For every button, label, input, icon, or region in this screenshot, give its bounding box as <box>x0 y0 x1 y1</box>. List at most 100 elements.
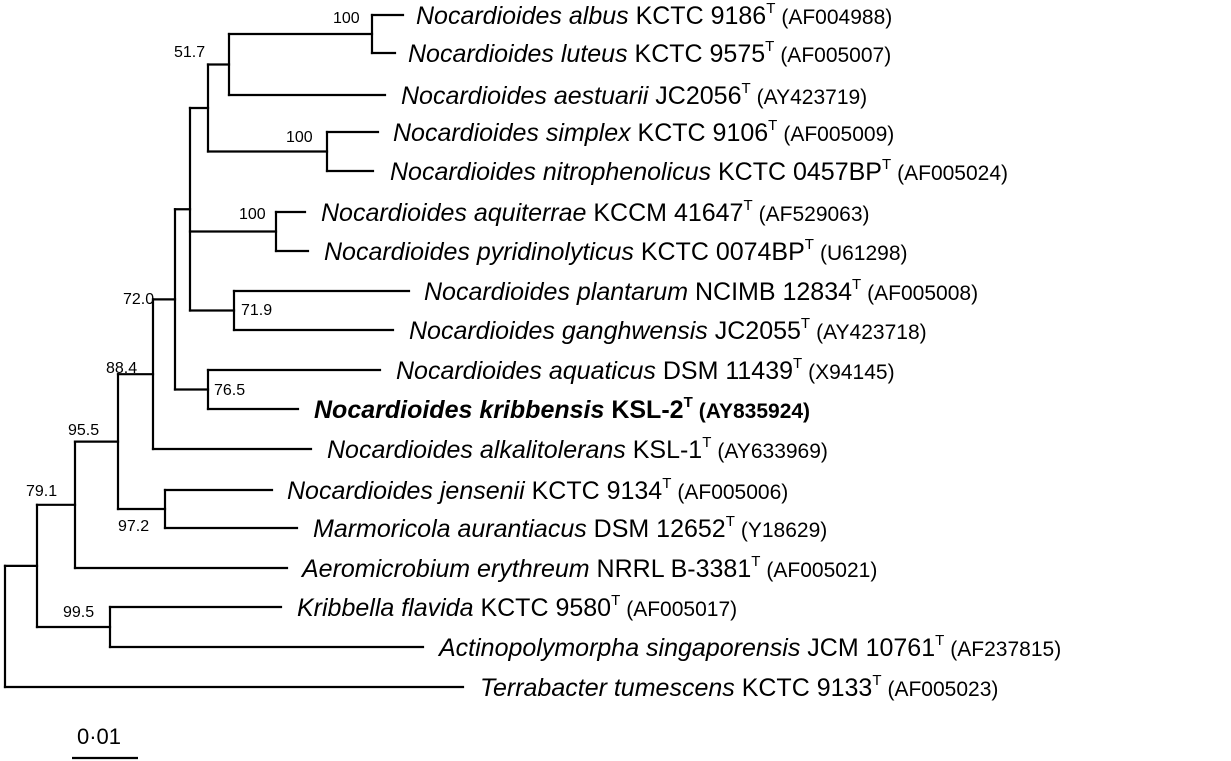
bootstrap-value: 100 <box>333 10 360 27</box>
strain-name: KCTC 9186 <box>629 2 767 30</box>
strain-name: KCTC 9133 <box>735 674 873 702</box>
bootstrap-value: 99.5 <box>63 604 94 621</box>
type-strain-mark: T <box>751 553 760 570</box>
species-name: Nocardioides aquaticus <box>396 357 656 385</box>
species-name: Terrabacter tumescens <box>480 674 735 702</box>
taxon-label: Terrabacter tumescens KCTC 9133T (AF00502… <box>480 672 998 702</box>
strain-name: KCTC 0457BP <box>711 158 882 186</box>
species-name: Marmoricola aurantiacus <box>313 515 587 543</box>
species-name: Nocardioides ganghwensis <box>409 317 708 345</box>
accession-number: (AF005023) <box>887 678 998 701</box>
taxon-label: Nocardioides aquiterrae KCCM 41647T (AF52… <box>321 197 870 227</box>
accession-number: (AF005008) <box>867 282 978 305</box>
species-name: Nocardioides plantarum <box>424 278 688 306</box>
bootstrap-value: 76.5 <box>214 382 245 399</box>
species-name: Nocardioides luteus <box>408 40 628 68</box>
strain-name: DSM 11439 <box>656 357 793 385</box>
accession-number: (AF004988) <box>781 6 892 29</box>
scale-bar-label: 0·01 <box>77 724 121 749</box>
taxon-label: Nocardioides jensenii KCTC 9134T (AF00500… <box>287 475 788 505</box>
species-name: Kribbella flavida <box>297 594 474 622</box>
strain-name: JCM 10761 <box>800 634 935 662</box>
bootstrap-value: 71.9 <box>241 302 272 319</box>
type-strain-mark: T <box>766 0 775 17</box>
taxon-label: Nocardioides plantarum NCIMB 12834T (AF00… <box>424 276 978 306</box>
taxon-label: Nocardioides luteus KCTC 9575T (AF005007) <box>408 38 891 68</box>
bootstrap-value: 100 <box>286 129 313 146</box>
strain-name: NRRL B-3381 <box>590 555 752 583</box>
species-name: Nocardioides aquiterrae <box>321 199 586 227</box>
species-name: Nocardioides aestuarii <box>401 82 650 110</box>
species-name: Nocardioides nitrophenolicus <box>390 158 711 186</box>
species-name: Nocardioides jensenii <box>287 477 526 505</box>
accession-number: (AF005021) <box>766 559 877 582</box>
type-strain-mark: T <box>702 434 711 451</box>
accession-number: (AY423719) <box>757 86 868 109</box>
type-strain-mark: T <box>765 38 774 55</box>
scale-bar: 0·01 <box>72 724 138 760</box>
strain-name: DSM 12652 <box>587 515 726 543</box>
strain-name: KCTC 9134 <box>525 477 663 505</box>
type-strain-mark: T <box>768 117 777 134</box>
bootstrap-value: 100 <box>239 206 266 223</box>
species-name: Aeromicrobium erythreum <box>300 555 590 583</box>
strain-name: NCIMB 12834 <box>688 278 852 306</box>
bootstrap-value: 51.7 <box>174 44 205 61</box>
species-name: Nocardioides alkalitolerans <box>327 436 626 464</box>
accession-number: (AF005009) <box>783 123 894 146</box>
type-strain-mark: T <box>662 475 671 492</box>
type-strain-mark: T <box>882 156 891 173</box>
species-name: Nocardioides kribbensis <box>314 396 604 424</box>
taxon-label: Actinopolymorpha singaporensis JCM 10761… <box>437 632 1061 662</box>
accession-number: (AY835924) <box>699 400 810 423</box>
bootstrap-values: 100 51.7 100 100 71.9 72.0 76.5 88.4 95.5 97.2 79.… <box>26 10 360 621</box>
bootstrap-value: 79.1 <box>26 483 57 500</box>
strain-name: KCTC 9575 <box>628 40 766 68</box>
taxon-labels: Nocardioides albus KCTC 9186T (AF004988)N… <box>287 0 1061 702</box>
accession-number: (AY633969) <box>717 440 828 463</box>
bootstrap-value: 95.5 <box>68 422 99 439</box>
type-strain-mark: T <box>726 513 735 530</box>
strain-name: KSL-1 <box>626 436 702 464</box>
taxon-label: Nocardioides ganghwensis JC2055T (AY42371… <box>409 315 927 345</box>
bootstrap-value: 97.2 <box>118 518 149 535</box>
species-name: Nocardioides albus <box>416 2 629 30</box>
species-name: Actinopolymorpha singaporensis <box>437 634 800 662</box>
accession-number: (Y18629) <box>741 519 827 542</box>
taxon-label: Nocardioides aquaticus DSM 11439T (X94145… <box>396 355 895 385</box>
type-strain-mark: T <box>801 315 810 332</box>
strain-name: KCTC 9106 <box>631 119 769 147</box>
bootstrap-value: 88.4 <box>106 360 137 377</box>
accession-number: (AF005006) <box>677 481 788 504</box>
species-name: Nocardioides pyridinolyticus <box>324 238 634 266</box>
taxon-label: Nocardioides aestuarii JC2056T (AY423719) <box>401 80 867 110</box>
type-strain-mark: T <box>793 355 802 372</box>
strain-name: KSL-2 <box>604 396 683 424</box>
taxon-label: Aeromicrobium erythreum NRRL B-3381T (AF0… <box>300 553 877 583</box>
type-strain-mark: T <box>935 632 944 649</box>
taxon-label: Nocardioides nitrophenolicus KCTC 0457BP… <box>390 156 1008 186</box>
strain-name: KCTC 9580 <box>474 594 612 622</box>
bootstrap-value: 72.0 <box>123 291 154 308</box>
type-strain-mark: T <box>872 672 881 689</box>
strain-name: JC2056 <box>648 82 741 110</box>
accession-number: (AY423718) <box>816 321 927 344</box>
tree-branches <box>3 13 465 689</box>
accession-number: (U61298) <box>820 242 908 265</box>
type-strain-mark: T <box>741 80 750 97</box>
accession-number: (AF005017) <box>626 598 737 621</box>
type-strain-mark: T <box>684 394 693 411</box>
type-strain-mark: T <box>805 236 814 253</box>
taxon-label: Nocardioides simplex KCTC 9106T (AF005009… <box>393 117 894 147</box>
species-name: Nocardioides simplex <box>393 119 632 147</box>
accession-number: (X94145) <box>808 361 894 384</box>
strain-name: KCCM 41647 <box>586 199 743 227</box>
type-strain-mark: T <box>743 197 752 214</box>
taxon-label: Kribbella flavida KCTC 9580T (AF005017) <box>297 592 737 622</box>
taxon-label: Nocardioides albus KCTC 9186T (AF004988) <box>416 0 892 30</box>
accession-number: (AF529063) <box>759 203 870 226</box>
type-strain-mark: T <box>611 592 620 609</box>
taxon-label: Marmoricola aurantiacus DSM 12652T (Y1862… <box>313 513 827 543</box>
type-strain-mark: T <box>852 276 861 293</box>
